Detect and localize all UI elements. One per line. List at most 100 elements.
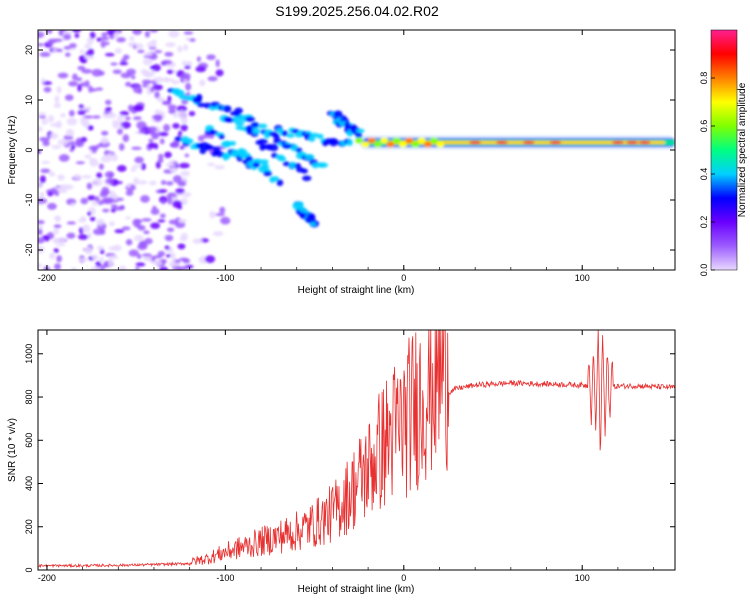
spectrogram-noise-blob [80, 136, 88, 143]
spectrogram-noise-blob [142, 71, 152, 78]
spectrogram-noise-blob [53, 228, 60, 235]
spectrogram-noise-blob [65, 128, 75, 137]
snr-x-label: Height of straight line (km) [298, 584, 415, 595]
spectrogram-noise-blob [207, 76, 218, 82]
spectrogram-noise-blob [171, 79, 180, 85]
spectrogram-noise-blob [101, 186, 109, 194]
spectrogram-noise-blob [48, 171, 56, 177]
spectrogram-noise-blob [91, 254, 99, 261]
spectrogram-noise-blob [176, 105, 188, 113]
spectrogram-noise-blob [94, 196, 100, 203]
spectrogram-noise-blob [150, 208, 160, 215]
spectrogram-noise-blob [157, 250, 166, 257]
spectrogram-noise-blob [132, 218, 141, 227]
spectrogram-noise-blob [83, 106, 92, 111]
spectrogram-noise-blob [142, 256, 153, 261]
spectrogram-noise-blob [38, 112, 47, 116]
spectrogram-noise-blob [50, 123, 61, 127]
spectrogram-noise-blob [62, 184, 74, 190]
spectrogram-noise-blob [135, 266, 140, 270]
spectrogram-y-label: Frequency (Hz) [7, 116, 18, 185]
spectrogram-noise-blob [180, 116, 188, 125]
spectrogram-tone-blob [234, 107, 243, 114]
spectrogram-noise-blob [175, 188, 185, 194]
spectrogram-tone-blob [301, 168, 308, 174]
spectrogram-noise-blob [56, 255, 63, 263]
spectrogram-noise-blob [38, 237, 45, 244]
spectrogram-noise-blob [161, 60, 173, 65]
spectrogram-noise-blob [87, 195, 96, 201]
figure-title: S199.2025.256.04.02.R02 [275, 3, 439, 19]
spectrogram-noise-blob [146, 41, 157, 48]
spectrogram-noise-blob [164, 234, 174, 242]
spectrogram-noise-blob [54, 95, 60, 103]
spectrogram-carrier-peak [611, 140, 624, 145]
spectrogram-tone-blob [251, 122, 260, 128]
colorbar-label: Normalized spectral amplitude [737, 82, 748, 217]
spectrogram-noise-blob [70, 267, 77, 270]
spectrogram-tone-blob [252, 162, 260, 168]
spectrogram-noise-blob [195, 66, 207, 73]
spectrogram-noise-blob [131, 164, 142, 168]
spectrogram-noise-blob [110, 62, 118, 66]
spectrogram-noise-blob [176, 205, 183, 210]
spectrogram-carrier-knot [423, 141, 432, 148]
spectrogram-noise-blob [125, 81, 132, 87]
spectrogram-noise-blob [39, 175, 46, 184]
snr-frame [37, 329, 676, 571]
spectrogram-noise-blob [140, 240, 145, 249]
spectrogram-noise-blob [42, 140, 50, 147]
spectrogram-noise-blob [160, 180, 167, 185]
spectrogram-tone-blob [271, 176, 280, 182]
spectrogram-tone-blob [346, 138, 353, 147]
spectrogram-noise-blob [168, 30, 180, 38]
spectrogram-noise-blob [138, 128, 145, 134]
colorbar-tick-label: 0.8 [699, 72, 709, 85]
spectrogram-noise-blob [189, 38, 196, 42]
spectrogram-noise-blob [165, 42, 176, 48]
spectrogram-noise-blob [134, 156, 144, 164]
spectrogram-carrier-knot [373, 141, 382, 148]
spectrogram-noise-blob [125, 239, 133, 246]
spectrogram-noise-blob [185, 82, 192, 91]
spectrogram-noise-blob [137, 49, 145, 54]
spectrogram-tone-blob [302, 175, 312, 182]
spectrogram-tone-blob [309, 221, 317, 227]
spectrogram-noise-blob [47, 39, 53, 46]
spectrogram-noise-blob [179, 237, 188, 242]
snr-y-label: SNR (10 * v/v) [7, 418, 18, 482]
spectrogram-noise-blob [163, 78, 175, 82]
spectrogram-x-tick-label: -200 [38, 273, 56, 283]
spectrogram-noise-blob [104, 52, 115, 57]
spectrogram-tone-blob [174, 136, 183, 142]
spectrogram-noise-blob [71, 30, 82, 33]
spectrogram-noise-blob [100, 155, 112, 163]
spectrogram-noise-blob [116, 115, 125, 120]
spectrogram-noise-blob [99, 248, 105, 255]
spectrogram-noise-blob [196, 56, 201, 62]
spectrogram-carrier-peak [638, 140, 651, 145]
spectrogram-noise-blob [140, 163, 146, 171]
spectrogram-noise-blob [131, 146, 142, 150]
spectrogram-noise-blob [165, 253, 172, 258]
spectrogram-noise-blob [41, 118, 48, 126]
spectrogram-tone-blob [311, 162, 319, 169]
spectrogram-noise-blob [60, 113, 66, 118]
spectrogram-noise-blob [164, 151, 172, 159]
spectrogram-noise-blob [158, 189, 168, 193]
spectrogram-noise-blob [113, 244, 122, 252]
spectrogram-noise-blob [99, 36, 110, 41]
spectrogram-noise-blob [38, 228, 43, 236]
spectrogram-noise-blob [154, 109, 162, 115]
spectrogram-tone-blob [355, 128, 365, 134]
spectrogram-noise-blob [64, 94, 74, 101]
spectrogram-noise-blob [182, 258, 191, 264]
spectrogram-noise-blob [78, 104, 85, 109]
spectrogram-noise-blob [96, 172, 103, 179]
colorbar-tick-label: 0.2 [699, 216, 709, 229]
spectrogram-noise-blob [83, 55, 95, 60]
spectrogram-noise-blob [95, 261, 102, 267]
spectrogram-noise-blob [166, 227, 175, 233]
spectrogram-noise-blob [154, 50, 163, 54]
spectrogram-noise-blob [172, 113, 178, 118]
